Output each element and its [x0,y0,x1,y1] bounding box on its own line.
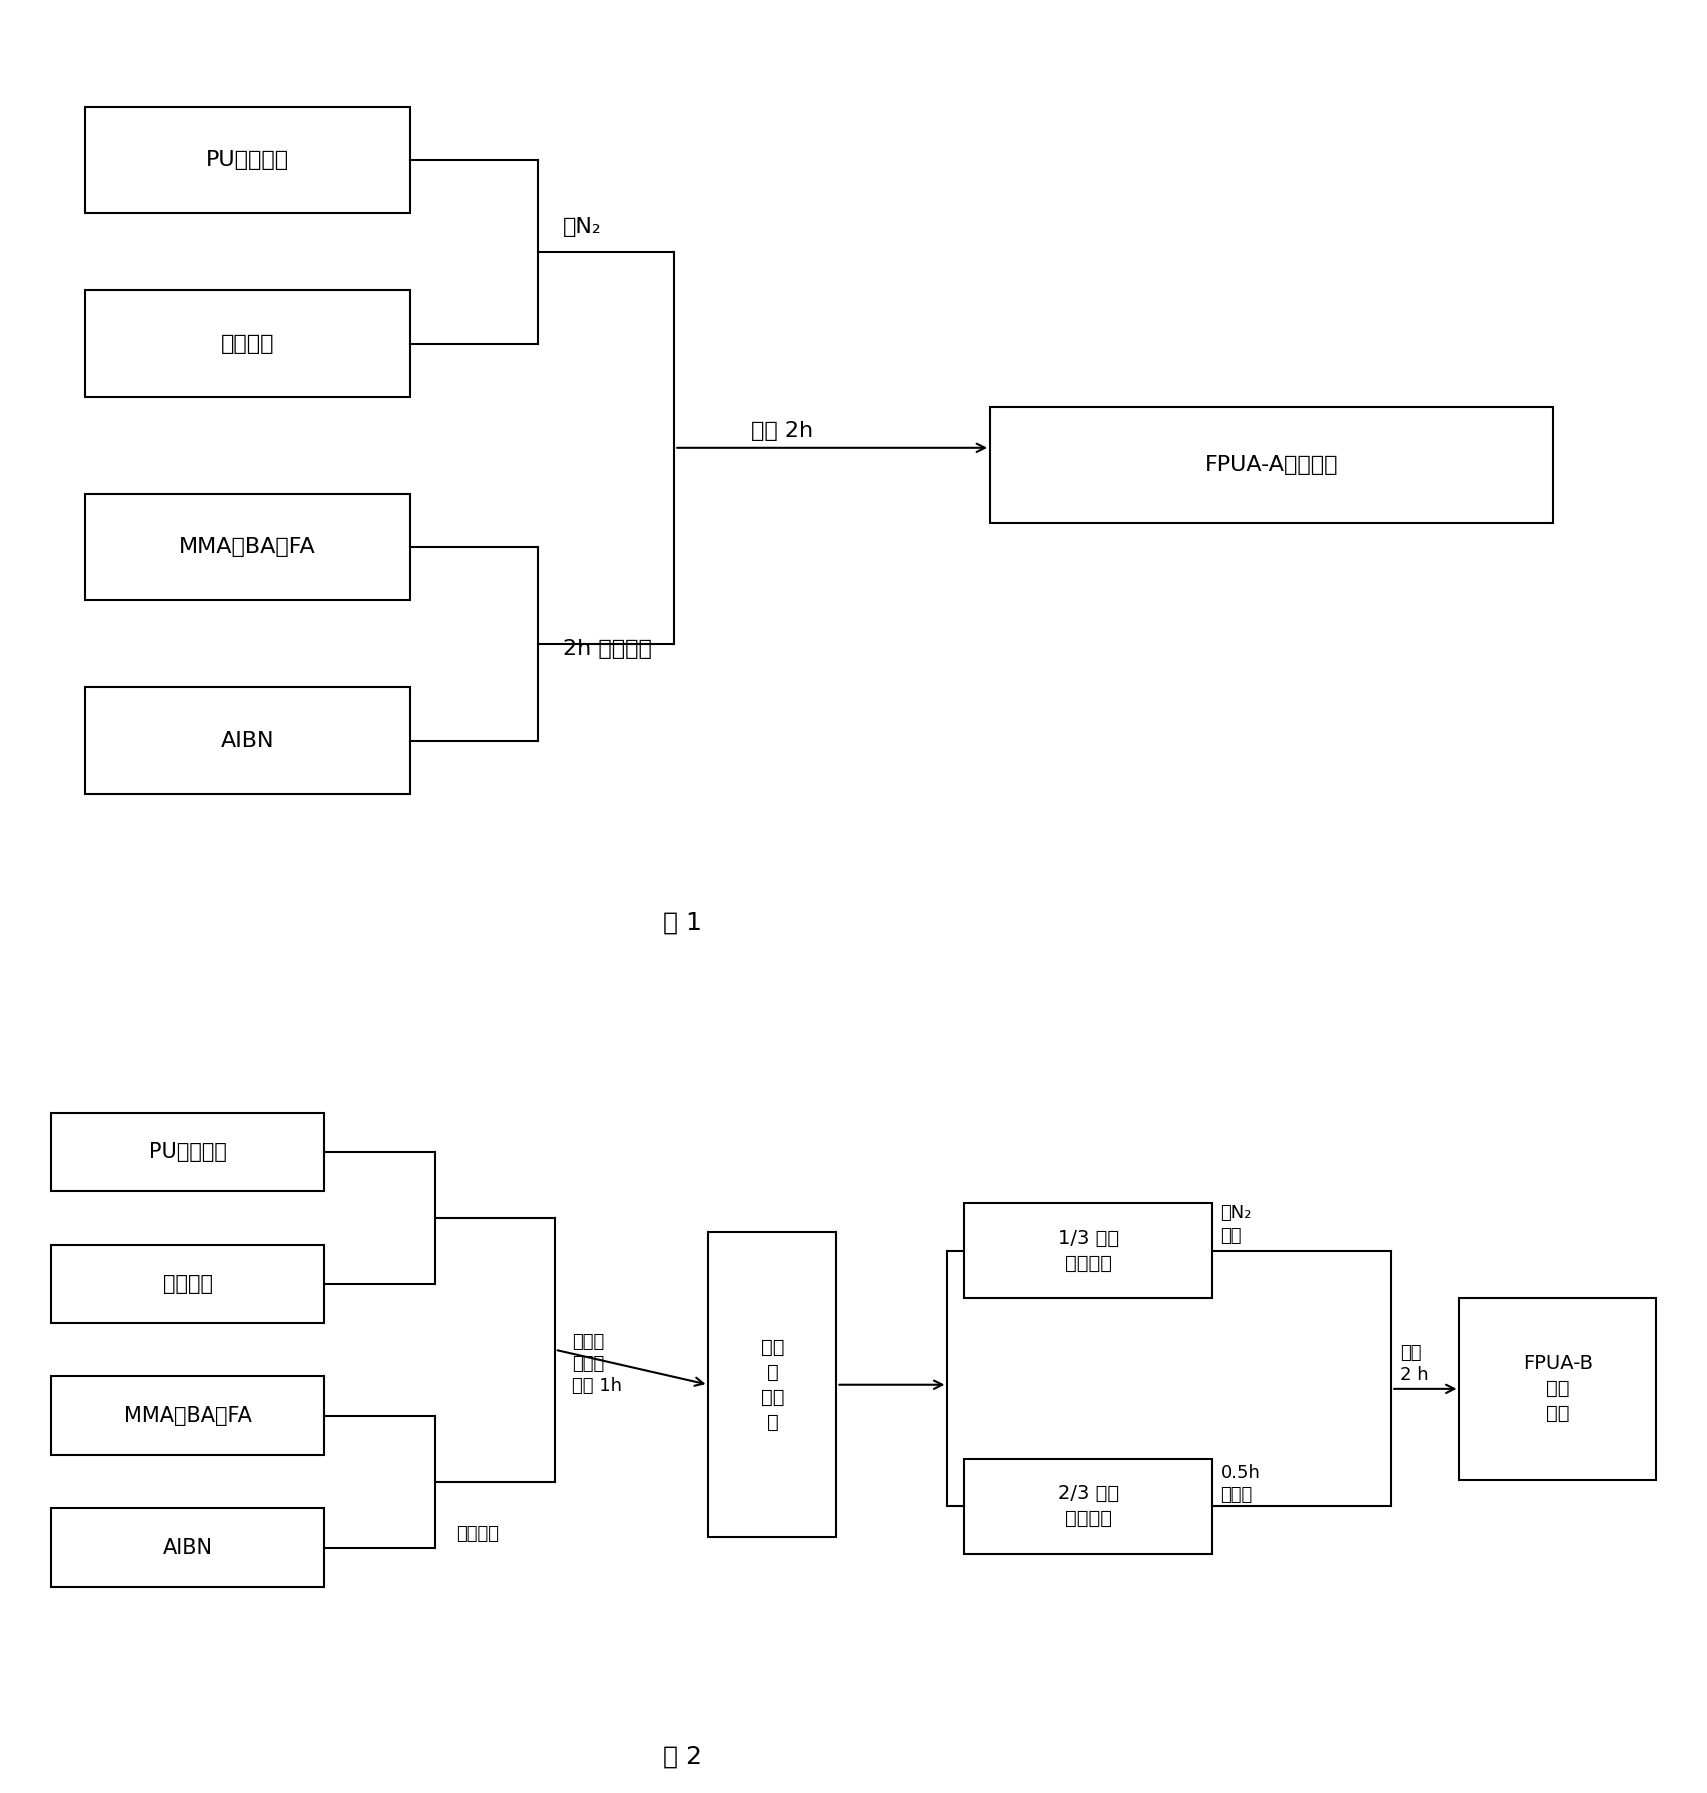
Text: FPUA-B
复合
乳液: FPUA-B 复合 乳液 [1523,1354,1593,1424]
Text: 通N₂: 通N₂ [563,217,603,237]
Bar [1459,1298,1656,1479]
Bar [964,1203,1212,1298]
Text: PU种子乳液: PU种子乳液 [149,1142,227,1162]
Bar [85,106,410,213]
Bar [708,1232,836,1537]
Bar [85,290,410,396]
Text: 2h 滴加完毕: 2h 滴加完毕 [563,638,652,660]
Bar [51,1508,324,1587]
Text: 单体
预
乳化
液: 单体 预 乳化 液 [761,1338,784,1433]
Text: 图 2: 图 2 [664,1745,702,1768]
Text: 0.5h
后滴加: 0.5h 后滴加 [1221,1465,1260,1504]
Text: MMA、BA、FA: MMA、BA、FA [125,1406,251,1425]
Text: 通N₂
反应: 通N₂ 反应 [1221,1205,1251,1244]
Text: 图 1: 图 1 [664,911,702,934]
Bar [964,1460,1212,1555]
Text: 1/3 单体
预乳化液: 1/3 单体 预乳化液 [1058,1228,1118,1273]
Bar [85,493,410,601]
Bar [990,407,1553,524]
Text: AIBN: AIBN [220,732,275,751]
Text: AIBN: AIBN [162,1538,213,1558]
Bar [51,1244,324,1323]
Bar [51,1112,324,1191]
Bar [85,687,410,794]
Text: 保温 2h: 保温 2h [751,421,813,441]
Text: 去离子水: 去离子水 [220,333,275,353]
Bar [51,1377,324,1454]
Text: 2/3 单体
预乳化液: 2/3 单体 预乳化液 [1058,1485,1118,1528]
Text: 缓慢加入: 缓慢加入 [456,1524,498,1544]
Text: MMA、BA和FA: MMA、BA和FA [179,538,316,558]
Text: FPUA-A复合乳液: FPUA-A复合乳液 [1205,455,1338,475]
Text: 搅拌至
不分层
溶胀 1h: 搅拌至 不分层 溶胀 1h [572,1332,621,1395]
Text: 保温
2 h: 保温 2 h [1400,1345,1429,1384]
Text: 去离子水: 去离子水 [162,1273,213,1295]
Text: PU种子乳液: PU种子乳液 [207,151,288,170]
